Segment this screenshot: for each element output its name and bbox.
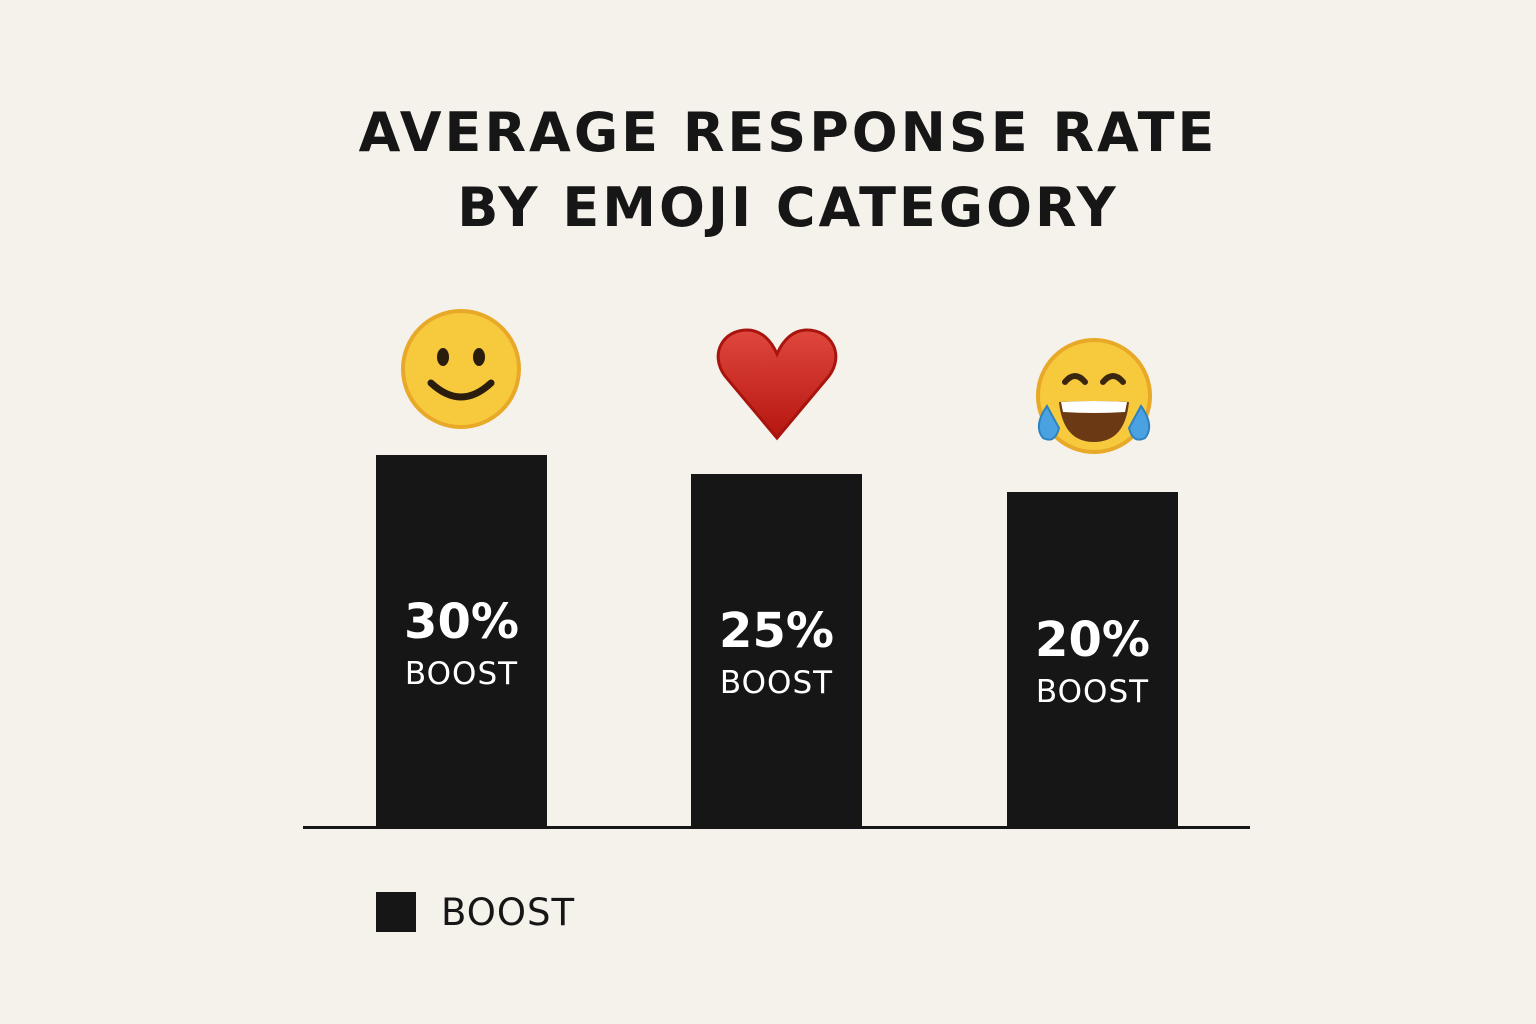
legend-label: BOOST <box>441 891 576 934</box>
bar-value-label: 20% <box>1035 612 1150 668</box>
laughing-crying-emoji-icon <box>1029 334 1159 462</box>
chart-title-line-1: AVERAGE RESPONSE RATE <box>358 101 1218 164</box>
chart-title-line-2: BY EMOJI CATEGORY <box>457 176 1119 239</box>
smiley-emoji-icon <box>399 307 523 435</box>
heart-emoji-icon <box>715 326 839 448</box>
bar-value-label: 25% <box>719 602 834 659</box>
bar-1: 30% BOOST <box>376 455 547 828</box>
bar-sublabel: BOOST <box>404 655 519 692</box>
legend-swatch <box>376 892 416 932</box>
bar-3: 20% BOOST <box>1007 492 1178 828</box>
bar-2: 25% BOOST <box>691 473 862 828</box>
bar-sublabel: BOOST <box>719 664 834 701</box>
bar-sublabel: BOOST <box>1035 674 1150 710</box>
bar-value-label: 30% <box>404 593 519 650</box>
